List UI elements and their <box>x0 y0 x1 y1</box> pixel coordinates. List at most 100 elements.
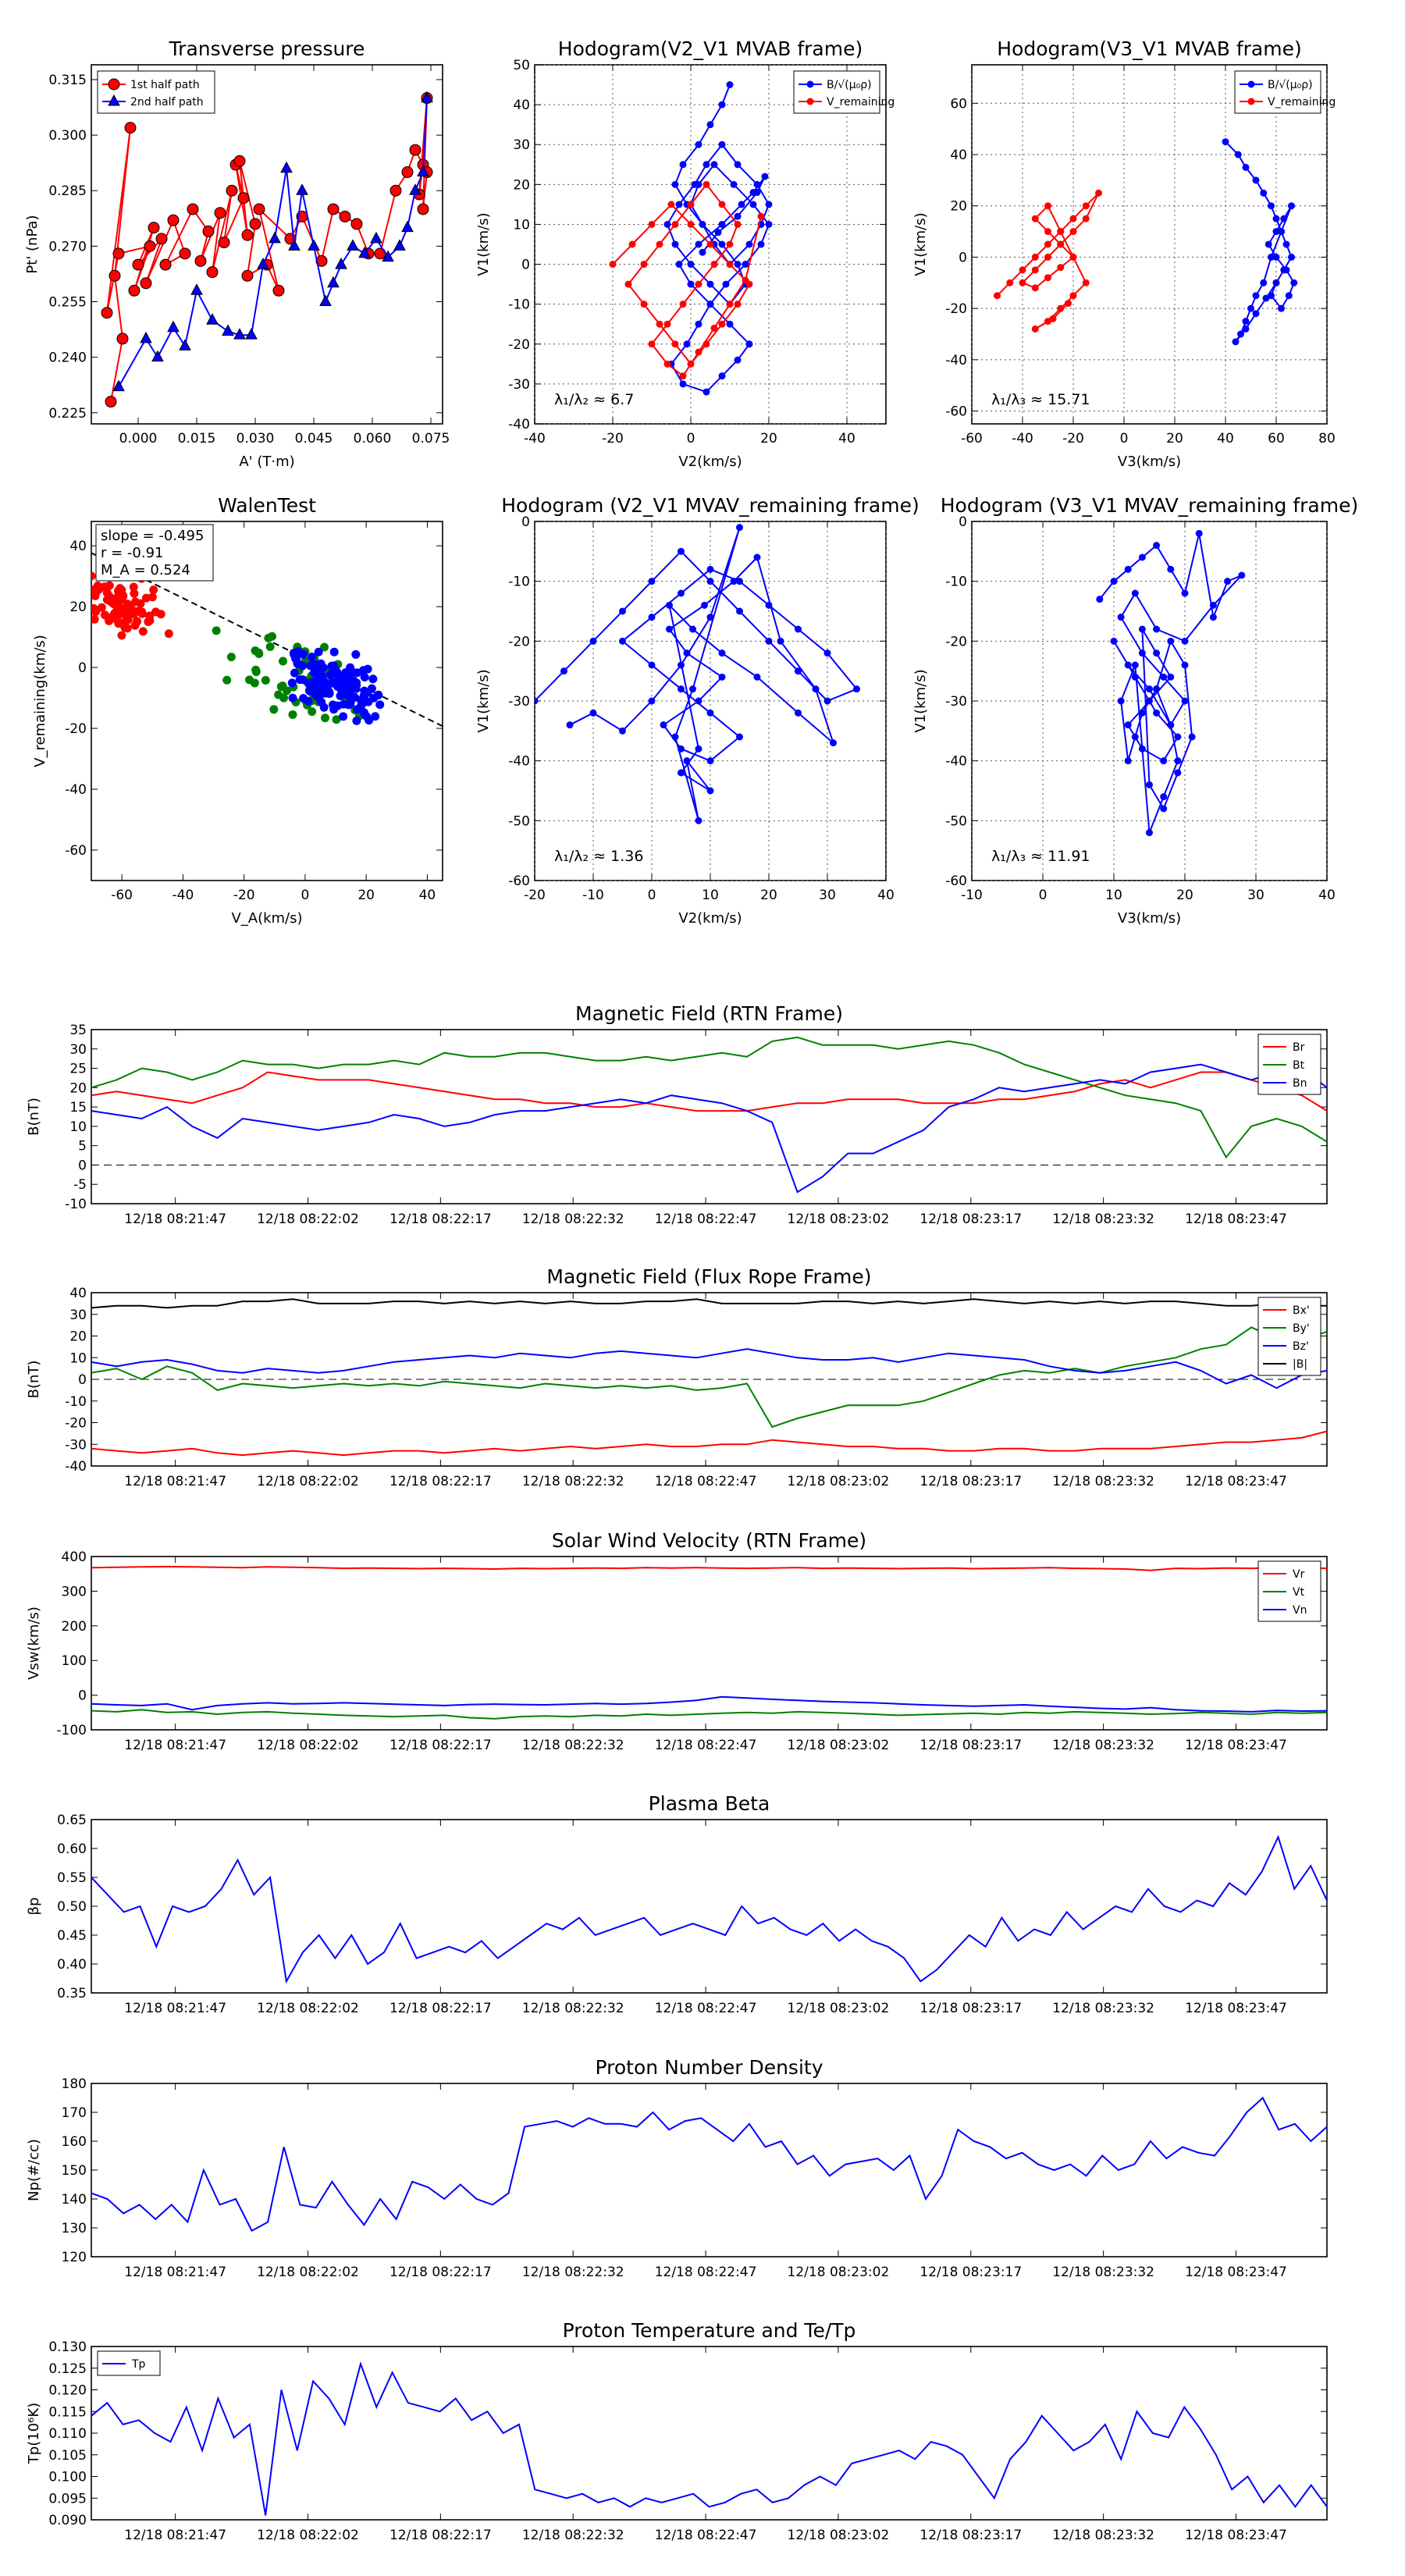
data-point <box>319 294 332 307</box>
data-point <box>656 240 663 248</box>
scatter-point <box>269 705 279 714</box>
chart-title: Magnetic Field (RTN Frame) <box>575 1002 843 1025</box>
data-point <box>1057 240 1065 248</box>
data-point <box>734 212 742 220</box>
y-tick-label: 200 <box>62 1619 87 1635</box>
data-point <box>695 348 702 356</box>
chart-title: Hodogram(V3_V1 MVAB frame) <box>997 37 1301 60</box>
y-tick-label: -50 <box>945 813 967 829</box>
data-point <box>619 727 626 735</box>
data-point <box>683 757 691 765</box>
legend-label: V_remaining <box>1268 96 1336 109</box>
time-tick-label: 12/18 08:22:32 <box>522 2001 624 2016</box>
data-point <box>678 661 685 669</box>
scatter-point <box>322 681 331 690</box>
chart-beta: Plasma Beta 0.35 0.40 0.45 0.50 0.55 0.60 0.65 1… <box>26 1792 1328 2016</box>
y-tick-label: 40 <box>950 148 967 163</box>
scatter-point <box>114 598 123 607</box>
data-point <box>1138 649 1146 657</box>
plot-area <box>609 81 773 396</box>
y-tick-label: -20 <box>65 1416 87 1432</box>
data-point <box>683 649 691 657</box>
data-point <box>1153 685 1161 693</box>
data-point <box>1242 163 1250 171</box>
data-point <box>1057 228 1065 236</box>
data-point <box>710 324 718 332</box>
scatter-point <box>347 694 357 703</box>
data-point <box>327 276 340 288</box>
time-tick-label: 12/18 08:23:02 <box>788 1212 890 1227</box>
chart-title: Proton Number Density <box>596 2056 823 2079</box>
y-tick-label: 0.105 <box>48 2448 87 2464</box>
data-point <box>1006 279 1014 286</box>
data-point <box>1146 781 1153 788</box>
x-tick-label: -20 <box>602 431 624 447</box>
data-point <box>1146 829 1153 837</box>
data-point <box>1082 279 1090 286</box>
data-point <box>421 91 433 103</box>
y-tick-label: 0.225 <box>48 406 87 422</box>
time-tick-label: 12/18 08:21:47 <box>124 1738 226 1753</box>
data-point <box>1044 253 1051 261</box>
scatter-point <box>288 710 297 719</box>
y-axis-label: Np(#/cc) <box>26 2139 42 2201</box>
legend-label: 2nd half path <box>130 96 204 109</box>
y-tick-label: 60 <box>950 96 967 112</box>
y-tick-label: 0.130 <box>48 2339 87 2355</box>
data-point <box>753 553 761 561</box>
x-tick-label: 0 <box>648 888 656 903</box>
legend: Bx' By' Bz' |B| <box>1257 1297 1321 1376</box>
data-point <box>706 240 714 248</box>
data-point <box>1044 274 1051 282</box>
series-line-vt <box>91 1709 1327 1720</box>
scatter-point <box>265 642 275 651</box>
data-point <box>1264 240 1272 248</box>
data-point <box>159 258 172 271</box>
series-line-bn <box>91 1063 1327 1194</box>
data-point <box>393 239 406 251</box>
y-tick-label: 10 <box>69 1350 87 1366</box>
y-tick-label: 0.65 <box>57 1813 87 1828</box>
legend: Br Bt Bn <box>1257 1034 1321 1095</box>
time-tick-label: 12/18 08:23:47 <box>1185 1474 1287 1489</box>
axes-frame <box>91 1556 1328 1731</box>
scatter-point <box>328 700 337 710</box>
x-tick-label: -10 <box>582 888 604 903</box>
data-point <box>706 578 714 585</box>
scatter-point <box>339 712 348 721</box>
y-tick-label: 0 <box>959 514 967 530</box>
data-point <box>167 320 180 333</box>
time-tick-label: 12/18 08:23:47 <box>1185 1212 1287 1227</box>
data-point <box>167 214 180 226</box>
data-point <box>1124 721 1132 729</box>
data-point <box>660 721 667 729</box>
scatter-point <box>304 679 313 688</box>
data-point <box>687 261 695 269</box>
time-tick-label: 12/18 08:23:32 <box>1052 2528 1154 2543</box>
data-point <box>1069 292 1077 300</box>
data-point <box>1124 565 1132 573</box>
data-point <box>1174 757 1182 765</box>
data-point <box>648 340 656 348</box>
legend: B/√(μ₀ρ) V_remaining <box>793 70 895 114</box>
data-point <box>1153 625 1161 633</box>
data-point <box>241 229 254 241</box>
plot-area <box>91 1565 1327 1720</box>
time-tick-label: 12/18 08:22:47 <box>655 1738 757 1753</box>
x-tick-label: -10 <box>961 888 983 903</box>
chart-title: Magnetic Field (Flux Rope Frame) <box>546 1265 871 1288</box>
data-point <box>253 203 265 215</box>
y-tick-label: 0.285 <box>48 183 87 199</box>
plot-area <box>91 2096 1327 2233</box>
data-point <box>1019 279 1026 286</box>
scatter-point <box>333 681 342 691</box>
data-point <box>734 261 742 269</box>
series-line-br <box>91 1071 1327 1112</box>
x-tick-label: 20 <box>760 888 777 903</box>
scatter-point <box>267 632 276 641</box>
chart-title: WalenTest <box>218 494 316 517</box>
data-point <box>609 261 617 269</box>
chart-wt: WalenTest -60 -40 -20 0 20 40 -60 -40 -20 0 20 40 V_A… <box>32 494 443 927</box>
legend: 1st half path 2nd half path <box>97 70 215 114</box>
